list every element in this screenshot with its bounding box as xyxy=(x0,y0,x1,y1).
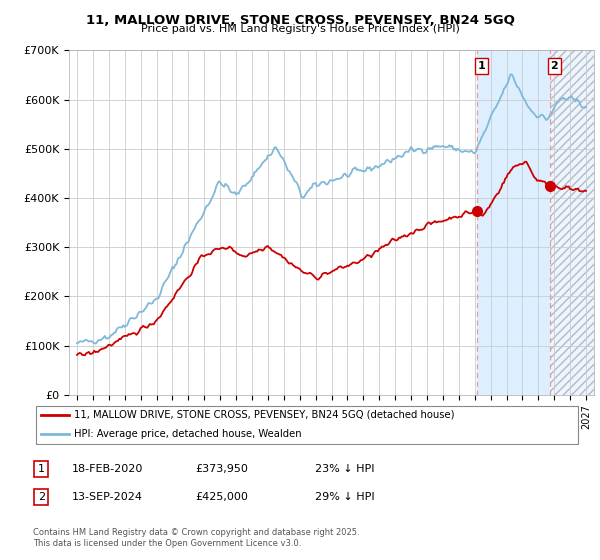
Text: 2: 2 xyxy=(38,492,45,502)
Text: Price paid vs. HM Land Registry's House Price Index (HPI): Price paid vs. HM Land Registry's House … xyxy=(140,24,460,34)
Text: 23% ↓ HPI: 23% ↓ HPI xyxy=(315,464,374,474)
Text: 1: 1 xyxy=(38,464,45,474)
Text: 2: 2 xyxy=(551,60,558,71)
Text: 29% ↓ HPI: 29% ↓ HPI xyxy=(315,492,374,502)
Text: 18-FEB-2020: 18-FEB-2020 xyxy=(72,464,143,474)
Text: £425,000: £425,000 xyxy=(195,492,248,502)
Text: 11, MALLOW DRIVE, STONE CROSS, PEVENSEY, BN24 5GQ (detached house): 11, MALLOW DRIVE, STONE CROSS, PEVENSEY,… xyxy=(74,409,455,419)
Text: £373,950: £373,950 xyxy=(195,464,248,474)
FancyBboxPatch shape xyxy=(36,406,578,444)
Text: HPI: Average price, detached house, Wealden: HPI: Average price, detached house, Weal… xyxy=(74,429,302,438)
Bar xyxy=(550,50,594,395)
Bar xyxy=(550,50,594,395)
Bar xyxy=(476,50,550,395)
Text: 13-SEP-2024: 13-SEP-2024 xyxy=(72,492,143,502)
Text: 1: 1 xyxy=(478,60,485,71)
FancyBboxPatch shape xyxy=(34,461,49,477)
Text: 11, MALLOW DRIVE, STONE CROSS, PEVENSEY, BN24 5GQ: 11, MALLOW DRIVE, STONE CROSS, PEVENSEY,… xyxy=(86,14,514,27)
Text: Contains HM Land Registry data © Crown copyright and database right 2025.
This d: Contains HM Land Registry data © Crown c… xyxy=(33,528,359,548)
FancyBboxPatch shape xyxy=(34,489,49,505)
